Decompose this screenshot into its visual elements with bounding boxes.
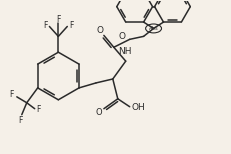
Text: F: F (43, 21, 47, 30)
Text: Abs: Abs (148, 26, 158, 31)
Text: NH: NH (118, 47, 131, 56)
Text: F: F (36, 105, 41, 114)
Text: O: O (95, 108, 102, 117)
Text: O: O (96, 26, 103, 35)
Text: F: F (10, 90, 14, 99)
Text: F: F (69, 21, 73, 30)
Text: F: F (56, 15, 60, 24)
Text: OH: OH (131, 103, 145, 112)
Text: F: F (18, 116, 23, 125)
Text: O: O (118, 32, 125, 41)
